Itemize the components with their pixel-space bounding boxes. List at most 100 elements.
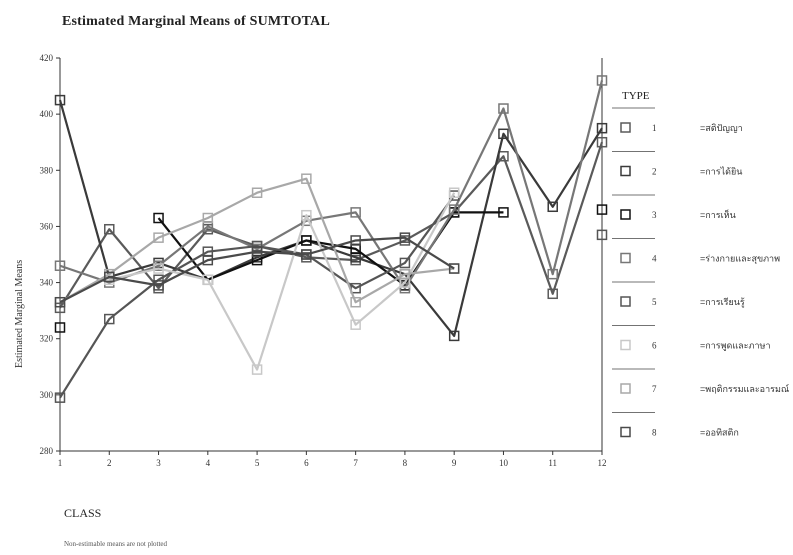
legend-marker — [620, 339, 631, 351]
x-tick-label: 2 — [107, 458, 112, 468]
x-tick-label: 9 — [452, 458, 457, 468]
x-tick-label: 11 — [548, 458, 557, 468]
data-point-marker — [448, 204, 460, 215]
legend-label: =ออทิสติก — [700, 428, 739, 438]
data-point-marker — [104, 313, 115, 325]
chart-legend: 1 =สติปัญญา 2 =การได้ยิน 3 =การเห็น 4 =ร่างกายแ… — [612, 107, 789, 438]
x-tick-label: 10 — [499, 458, 509, 468]
chart-series-layer — [54, 75, 608, 403]
legend-label: =พฤติกรรมและอารมณ์ — [700, 383, 789, 394]
x-tick-label: 6 — [304, 458, 309, 468]
legend-code: 6 — [652, 341, 657, 351]
data-point-marker — [202, 274, 214, 286]
data-point-marker — [301, 249, 312, 260]
data-point-marker — [399, 268, 411, 280]
data-point-marker — [399, 232, 411, 243]
legend-marker — [620, 383, 631, 394]
data-point-marker — [153, 263, 164, 274]
legend-marker — [620, 165, 631, 177]
data-point-marker — [350, 296, 361, 308]
legend-label: =ร่างกายและสุขภาพ — [700, 254, 780, 265]
data-point-marker — [498, 207, 509, 218]
data-point-marker — [350, 319, 361, 330]
x-tick-label: 5 — [255, 458, 260, 468]
data-point-marker — [104, 223, 115, 235]
data-point-marker — [547, 268, 558, 280]
footnote: Non-estimable means are not plotted — [64, 540, 168, 548]
data-point-marker — [596, 75, 608, 86]
x-tick-label: 7 — [353, 458, 358, 468]
x-tick-label: 12 — [598, 458, 607, 468]
data-point-marker — [448, 263, 460, 274]
data-point-marker — [54, 392, 66, 403]
data-point-marker — [54, 302, 66, 314]
data-point-marker — [153, 212, 164, 224]
data-point-marker — [251, 187, 263, 198]
x-axis-label: CLASS — [64, 506, 102, 520]
data-point-marker — [596, 204, 608, 215]
data-point-marker — [251, 240, 263, 252]
series-line — [59, 141, 604, 309]
data-point-marker — [448, 187, 460, 198]
data-point-marker — [153, 280, 164, 291]
legend-code: 1 — [652, 123, 657, 133]
data-point-marker — [301, 173, 312, 184]
data-point-marker — [153, 232, 164, 243]
legend-code: 2 — [652, 167, 657, 177]
y-axis-label: Estimated Marginal Means — [14, 260, 25, 368]
data-point-marker — [596, 122, 608, 134]
data-point-marker — [596, 229, 608, 241]
series-2 — [54, 94, 608, 342]
data-point-marker — [350, 207, 361, 218]
series-5 — [54, 190, 608, 403]
data-point-marker — [54, 322, 66, 333]
legend-marker — [620, 252, 631, 264]
series-line — [59, 236, 455, 304]
series-6 — [104, 187, 460, 375]
data-point-marker — [251, 364, 263, 375]
series-line — [59, 194, 456, 399]
data-point-marker — [301, 235, 312, 246]
series-line — [58, 99, 603, 338]
y-tick-label: 280 — [40, 446, 54, 456]
legend-label: =การพูดและภาษา — [700, 341, 771, 352]
legend-marker — [620, 296, 631, 307]
legend-marker — [620, 426, 631, 438]
y-tick-label: 340 — [40, 278, 54, 288]
legend-title: TYPE — [622, 90, 650, 102]
legend-label: =สติปัญญา — [700, 123, 743, 133]
data-point-marker — [104, 271, 115, 283]
data-point-marker — [202, 254, 214, 266]
data-point-marker — [350, 235, 361, 246]
data-point-marker — [54, 260, 66, 271]
series-4 — [54, 75, 608, 294]
data-point-marker — [54, 94, 66, 106]
data-point-marker — [448, 330, 460, 342]
chart-axes — [59, 58, 603, 452]
y-tick-label: 380 — [40, 165, 54, 175]
y-tick-label: 360 — [40, 221, 54, 231]
y-tick-label: 420 — [40, 53, 54, 63]
x-tick-label: 8 — [403, 458, 408, 468]
x-tick-label: 3 — [156, 458, 161, 468]
data-point-marker — [547, 288, 558, 300]
legend-code: 7 — [652, 384, 657, 394]
data-point-marker — [301, 209, 312, 221]
data-point-marker — [547, 201, 558, 213]
data-point-marker — [251, 246, 263, 257]
legend-code: 4 — [652, 254, 657, 264]
data-point-marker — [399, 257, 411, 269]
series-8 — [54, 232, 460, 308]
series-7 — [54, 173, 460, 308]
y-tick-label: 400 — [40, 109, 54, 119]
data-point-marker — [202, 212, 214, 224]
chart-title: Estimated Marginal Means of SUMTOTAL — [62, 14, 331, 29]
legend-code: 5 — [652, 297, 657, 307]
data-point-marker — [596, 136, 608, 148]
legend-marker — [620, 122, 631, 133]
legend-code: 3 — [652, 210, 657, 220]
legend-code: 8 — [652, 428, 657, 438]
legend-label: =การเห็น — [700, 208, 736, 220]
y-tick-label: 320 — [40, 334, 54, 344]
